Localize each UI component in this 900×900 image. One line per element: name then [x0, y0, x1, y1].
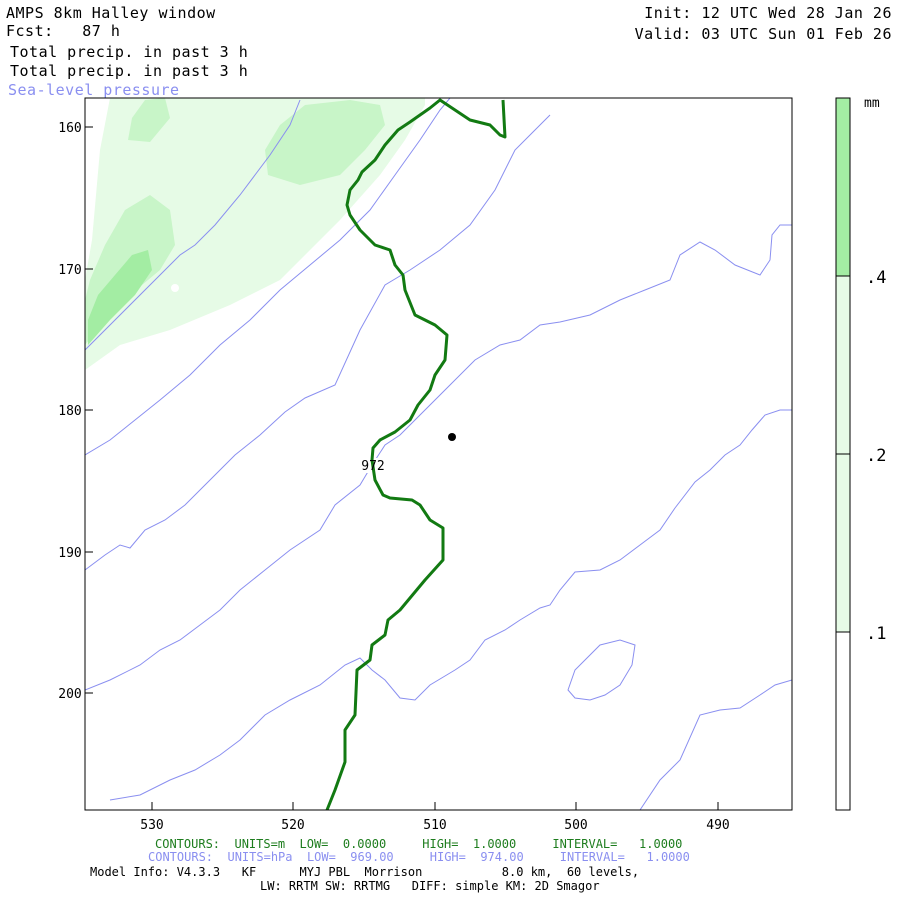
isobar-line	[109, 409, 792, 801]
precip-area-mid-2	[265, 100, 385, 185]
valid-time: Valid: 03 UTC Sun 01 Feb 26	[634, 25, 892, 43]
isobar-line	[371, 224, 792, 466]
plot-frame	[84, 97, 793, 811]
legend-swatch	[836, 98, 850, 276]
contours-info-coast: CONTOURS: UNITS=m LOW= 0.0000 HIGH= 1.00…	[155, 837, 683, 851]
y-tick-label: 160	[58, 121, 81, 136]
contours-info-pressure: CONTOURS: UNITS=hPa LOW= 969.00 HIGH= 97…	[148, 850, 690, 864]
field-label-pressure: Sea-level pressure	[8, 81, 180, 99]
x-ticks	[151, 802, 719, 810]
isobar-line	[85, 99, 301, 351]
map-title: AMPS 8km Halley window	[6, 4, 216, 22]
field-label-2: Total precip. in past 3 h	[10, 62, 249, 80]
field-label-1: Total precip. in past 3 h	[10, 43, 249, 61]
coastline	[325, 98, 507, 810]
y-tick-label: 200	[58, 687, 81, 702]
legend-label: .4	[866, 268, 886, 288]
isobar-line	[85, 114, 551, 571]
precip-area-light-2	[225, 150, 260, 185]
isobar-line	[639, 679, 792, 810]
forecast-hour: Fcst: 87 h	[6, 22, 121, 40]
station-marker	[448, 433, 456, 441]
isobar-line	[567, 639, 636, 701]
x-tick-label: 530	[140, 818, 163, 833]
x-tick-label: 520	[281, 818, 304, 833]
precip-area-dark	[88, 250, 152, 345]
legend-colorbar	[835, 97, 851, 811]
map-plot-area	[85, 98, 792, 810]
legend-unit: mm	[864, 96, 880, 111]
legend-swatch	[836, 632, 850, 810]
y-tick-label: 170	[58, 263, 81, 278]
physics-info: LW: RRTM SW: RRTMG DIFF: simple KM: 2D S…	[260, 879, 600, 893]
y-tick-label: 180	[58, 404, 81, 419]
legend-label: .1	[866, 624, 886, 644]
y-tick-label: 190	[58, 546, 81, 561]
y-ticks	[85, 126, 93, 694]
x-tick-label: 490	[706, 818, 729, 833]
model-info: Model Info: V4.3.3 KF MYJ PBL Morrison 8…	[90, 865, 640, 879]
legend-swatch	[836, 454, 850, 632]
init-time: Init: 12 UTC Wed 28 Jan 26	[644, 4, 892, 22]
isobar-label: 972	[361, 459, 384, 474]
legend-swatch	[836, 276, 850, 454]
x-tick-label: 510	[423, 818, 446, 833]
precip-area-mid-3	[128, 98, 170, 142]
isobar-line	[85, 464, 373, 691]
legend-label: .2	[866, 446, 886, 466]
isobar-line	[85, 98, 451, 456]
isobar-lines	[85, 98, 792, 810]
x-tick-label: 500	[564, 818, 587, 833]
